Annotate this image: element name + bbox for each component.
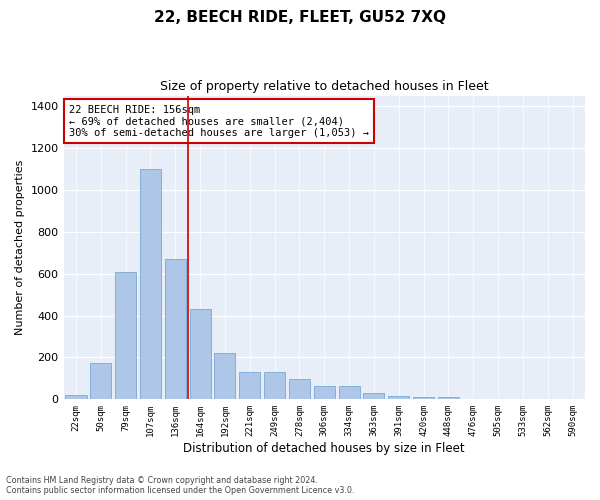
Bar [115,272,136,400]
Text: 22, BEECH RIDE, FLEET, GU52 7XQ: 22, BEECH RIDE, FLEET, GU52 7XQ [154,10,446,25]
Bar [140,169,161,400]
Bar [214,353,235,400]
Bar [165,259,186,400]
Bar [314,386,335,400]
Bar [90,362,112,400]
Bar [264,372,285,400]
Bar [239,372,260,400]
Y-axis label: Number of detached properties: Number of detached properties [15,160,25,335]
X-axis label: Distribution of detached houses by size in Fleet: Distribution of detached houses by size … [184,442,465,455]
Bar [364,393,385,400]
Text: 22 BEECH RIDE: 156sqm
← 69% of detached houses are smaller (2,404)
30% of semi-d: 22 BEECH RIDE: 156sqm ← 69% of detached … [69,104,369,138]
Bar [65,395,86,400]
Bar [289,380,310,400]
Bar [388,396,409,400]
Title: Size of property relative to detached houses in Fleet: Size of property relative to detached ho… [160,80,488,93]
Text: Contains HM Land Registry data © Crown copyright and database right 2024.
Contai: Contains HM Land Registry data © Crown c… [6,476,355,495]
Bar [190,309,211,400]
Bar [438,397,459,400]
Bar [413,397,434,400]
Bar [338,386,359,400]
